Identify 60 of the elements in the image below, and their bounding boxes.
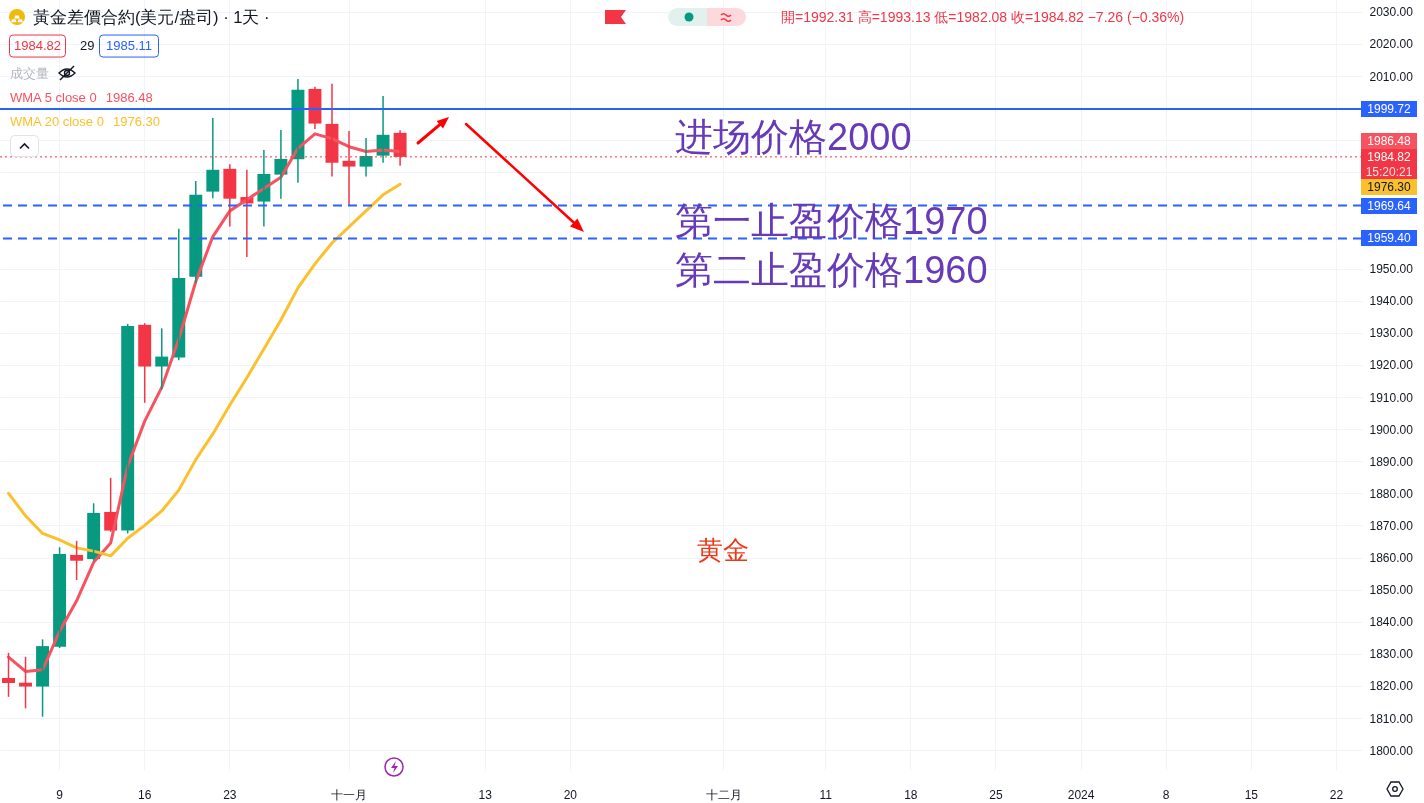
x-tick-label: 11 <box>819 787 833 802</box>
y-tick-label: 2030.00 <box>1369 5 1414 20</box>
x-tick-label: 18 <box>904 787 918 802</box>
annotation: 第一止盈价格1970 <box>675 200 988 244</box>
x-tick-label: 2024 <box>1067 787 1095 802</box>
candlestick <box>155 327 169 391</box>
y-tick-label: 1920.00 <box>1369 358 1414 373</box>
annotation: 29 <box>80 37 95 54</box>
y-tick-label: 1900.00 <box>1369 422 1414 437</box>
y-tick-label: 1850.00 <box>1369 583 1414 598</box>
y-tick-label: 1820.00 <box>1369 679 1414 694</box>
annotation: 成交量 <box>10 65 49 82</box>
chart-title: 黃金差價合約(美元/盎司) · 1天 · <box>33 7 270 27</box>
x-tick-label: 9 <box>56 787 64 802</box>
candlestick <box>138 322 152 404</box>
x-tick-label: 16 <box>138 787 152 802</box>
y-tick-label: 2010.00 <box>1369 69 1414 84</box>
y-tick-label: 1870.00 <box>1369 518 1414 533</box>
y-tick-label: 2020.00 <box>1369 37 1414 52</box>
text: WMA 5 close 0 <box>10 89 97 105</box>
x-tick-label: 20 <box>563 787 578 802</box>
y-tick-label: 1860.00 <box>1369 551 1414 566</box>
annotation: 1985.11 <box>99 34 160 58</box>
candlestick <box>70 540 84 581</box>
y-tick-label: 1880.00 <box>1369 486 1414 501</box>
y-tick-label: 1840.00 <box>1369 615 1414 630</box>
text: 1976.30 <box>1361 178 1417 195</box>
x-tick-label: 13 <box>478 787 493 802</box>
annotation: 1984.82 <box>9 34 66 58</box>
ref-line-label: 1984.82 <box>1366 148 1412 165</box>
y-tick-label: 1800.00 <box>1369 743 1414 758</box>
y-tick-label: 1950.00 <box>1369 262 1414 277</box>
x-tick-label: 25 <box>989 787 1003 802</box>
candlestick <box>19 655 33 710</box>
candlestick <box>2 652 15 698</box>
annotation: 第二止盈价格1960 <box>675 249 988 293</box>
ref-line-label: 1969.64 <box>1361 197 1417 214</box>
text: 1986.48 <box>1361 132 1417 149</box>
ref-line-label: 1999.72 <box>1361 101 1417 118</box>
annotation: 1976.30 <box>112 113 160 129</box>
x-tick-label: 22 <box>1329 787 1344 802</box>
y-tick-label: 1910.00 <box>1369 390 1414 405</box>
y-tick-label: 1930.00 <box>1369 326 1414 341</box>
x-tick-label: 十一月 <box>331 787 368 802</box>
y-tick-label: 1940.00 <box>1369 294 1414 309</box>
text: 開=1992.31 高=1993.13 低=1982.08 收=1984.82 −7.26 (−0.36%) <box>781 8 1185 26</box>
text: 15:20:21 <box>1364 164 1414 179</box>
annotation: 1986.48 <box>105 89 153 105</box>
y-tick-label: 1810.00 <box>1369 711 1414 726</box>
annotation: 进场价格2000 <box>675 116 912 160</box>
ref-line-label: 1959.40 <box>1361 230 1417 247</box>
annotation: 黄金 <box>697 535 749 566</box>
x-tick-label: 十二月 <box>705 787 742 802</box>
line-series <box>7 182 402 558</box>
text: WMA 20 close 0 <box>10 113 104 129</box>
y-tick-label: 1890.00 <box>1369 454 1414 469</box>
x-tick-label: 8 <box>1162 787 1170 802</box>
y-tick-label: 1830.00 <box>1369 647 1414 662</box>
x-tick-label: 15 <box>1244 787 1259 802</box>
x-tick-label: 23 <box>223 787 237 802</box>
